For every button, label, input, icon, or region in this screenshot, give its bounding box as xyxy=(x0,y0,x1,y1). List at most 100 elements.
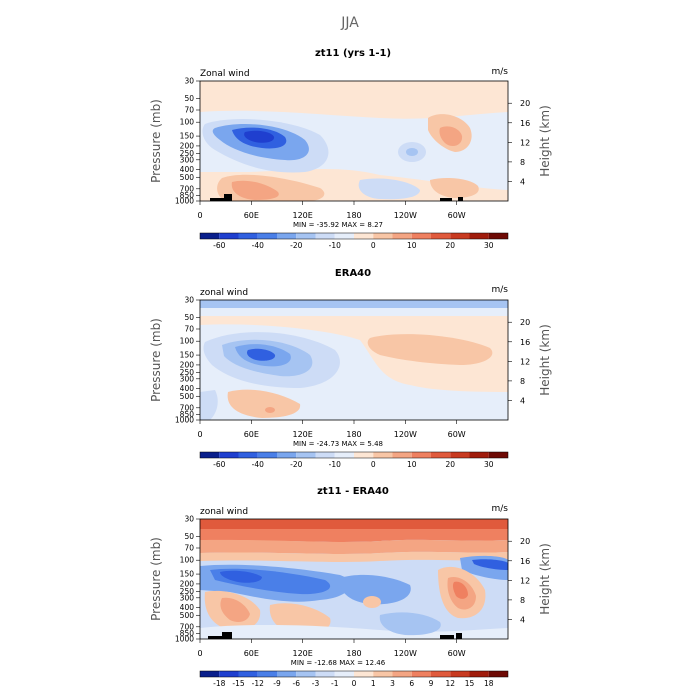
top-left-label: Zonal wind xyxy=(200,69,250,79)
y-tick-label: 50 xyxy=(184,313,194,322)
y-tick-label: 250 xyxy=(180,149,195,158)
y2-tick-label: 20 xyxy=(520,318,530,327)
stats: MIN = -24.73 MAX = 5.48 xyxy=(293,440,383,448)
positive-east-core xyxy=(452,581,468,599)
strato-positive-1 xyxy=(200,519,508,531)
colorbar-swatch xyxy=(411,233,431,239)
y-tick-label: 100 xyxy=(180,337,195,346)
colorbar-swatch xyxy=(373,671,393,677)
colorbar-swatch xyxy=(200,233,220,239)
colorbar-swatch xyxy=(411,452,431,458)
y2-tick-label: 20 xyxy=(520,99,530,108)
y-tick-label: 30 xyxy=(184,77,194,86)
colorbar-swatch xyxy=(219,233,239,239)
colorbar-swatch xyxy=(488,671,508,677)
x-tick-label: 120E xyxy=(293,649,313,658)
colorbar-swatch xyxy=(431,671,451,677)
colorbar-label: 18 xyxy=(484,679,494,688)
colorbar-swatch xyxy=(296,671,316,677)
colorbar-swatch xyxy=(257,452,277,458)
lower-negative-west xyxy=(200,390,218,420)
colorbar: -60 -40 -20 -10 0 10 20 30 xyxy=(199,232,509,250)
colorbar-label: -15 xyxy=(232,679,244,688)
colorbar-swatch xyxy=(315,671,335,677)
colorbar-label: 9 xyxy=(429,679,434,688)
lower-positive-1 xyxy=(227,389,301,418)
y-tick-label: 70 xyxy=(184,543,194,552)
colorbar-swatch xyxy=(238,233,258,239)
topography-1 xyxy=(210,198,232,201)
colorbar-label: 3 xyxy=(390,679,395,688)
x-tick-label: 0 xyxy=(197,211,202,220)
y2-tick-label: 16 xyxy=(520,119,530,128)
topography-3 xyxy=(440,198,452,201)
colorbar: -18 -15 -12 -9 -6 -3 -1 0 1 3 6 9 12 15 18 xyxy=(199,670,509,688)
y-tick-label: 250 xyxy=(180,368,195,377)
colorbar-label: -40 xyxy=(252,460,264,469)
colorbar-swatch xyxy=(257,671,277,677)
colorbar-swatch xyxy=(392,671,412,677)
colorbar-label: 20 xyxy=(445,241,455,250)
colorbar-label: -1 xyxy=(331,679,339,688)
y-tick-label: 200 xyxy=(180,579,195,588)
colorbar-label: 10 xyxy=(407,460,417,469)
x-tick-label: 120W xyxy=(394,430,417,439)
y-tick-label: 30 xyxy=(184,296,194,305)
colorbar-frame xyxy=(199,451,509,459)
colorbar-swatch xyxy=(238,452,258,458)
colorbar-label: -20 xyxy=(290,460,302,469)
colorbar-swatch xyxy=(373,452,393,458)
y-tick-label: 1000 xyxy=(175,416,194,425)
colorbar-label: -40 xyxy=(252,241,264,250)
x-tick-label: 180 xyxy=(346,430,361,439)
panel-title: ERA40 xyxy=(335,268,371,279)
colorbar-swatch xyxy=(450,233,470,239)
y-tick-label: 50 xyxy=(184,532,194,541)
colorbar: -60 -40 -20 -10 0 10 20 30 xyxy=(199,451,509,469)
colorbar-swatch xyxy=(296,452,316,458)
colorbar-swatch xyxy=(315,452,335,458)
east-negative-core xyxy=(472,559,508,570)
plot-area xyxy=(199,518,509,640)
colorbar-swatch xyxy=(450,671,470,677)
colorbar-swatch xyxy=(469,671,489,677)
topography-4 xyxy=(456,633,462,639)
y-tick-label: 250 xyxy=(180,587,195,596)
y-tick-label: 850 xyxy=(180,410,195,419)
mid-negative xyxy=(339,574,411,605)
colorbar-swatch xyxy=(354,233,374,239)
colorbar-label: 20 xyxy=(445,460,455,469)
x-ticks: 0 60E 120E 180 120W 60W xyxy=(197,639,466,658)
colorbar-label: 0 xyxy=(371,241,376,250)
top-right-label: m/s xyxy=(492,285,509,295)
top-right-label: m/s xyxy=(492,504,509,514)
colorbar-swatch xyxy=(469,233,489,239)
y-axis-label: Pressure (mb) xyxy=(149,537,163,621)
y2-tick-label: 4 xyxy=(520,615,525,624)
y2-tick-label: 16 xyxy=(520,557,530,566)
colorbar-swatch xyxy=(277,233,297,239)
y-tick-label: 700 xyxy=(180,403,195,412)
x-tick-label: 60W xyxy=(448,649,466,658)
colorbar-swatch xyxy=(296,233,316,239)
colorbar-swatch xyxy=(469,452,489,458)
positive-west-2 xyxy=(220,597,250,622)
strato-weak-band xyxy=(200,308,508,316)
y2-tick-label: 8 xyxy=(520,377,525,386)
colorbar-label: 30 xyxy=(484,460,494,469)
y-axis-label: Pressure (mb) xyxy=(149,99,163,183)
lower-negative-1 xyxy=(358,178,420,200)
y-tick-label: 200 xyxy=(180,360,195,369)
x-ticks: 0 60E 120E 180 120W 60W xyxy=(197,420,466,439)
colorbar-label: 6 xyxy=(409,679,414,688)
panel-1: zt11 (yrs 1-1) Zonal wind m/s xyxy=(149,48,552,250)
y2-tick-label: 12 xyxy=(520,357,530,366)
colorbar-label: 30 xyxy=(484,241,494,250)
topography-2 xyxy=(224,194,232,201)
colorbar-label: -3 xyxy=(312,679,320,688)
colorbar-swatch xyxy=(411,671,431,677)
colorbar-label: 0 xyxy=(352,679,357,688)
strato-negative-band xyxy=(200,300,508,308)
